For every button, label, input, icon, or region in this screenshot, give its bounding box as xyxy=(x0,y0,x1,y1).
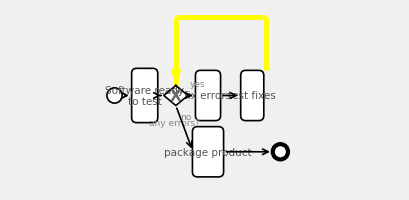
Text: fix errors: fix errors xyxy=(184,91,231,101)
FancyBboxPatch shape xyxy=(131,69,157,123)
Text: any errors?: any errors? xyxy=(149,118,200,127)
Text: yes: yes xyxy=(189,80,205,89)
Text: test fixes: test fixes xyxy=(228,91,275,101)
Polygon shape xyxy=(163,86,187,106)
Text: package product: package product xyxy=(164,147,251,157)
Circle shape xyxy=(272,144,287,160)
FancyBboxPatch shape xyxy=(195,71,220,121)
FancyBboxPatch shape xyxy=(240,71,263,121)
FancyBboxPatch shape xyxy=(192,127,223,177)
Text: Software ready
to test: Software ready to test xyxy=(105,85,184,107)
Text: X: X xyxy=(170,89,181,103)
Circle shape xyxy=(107,88,122,104)
Text: no: no xyxy=(180,112,191,121)
